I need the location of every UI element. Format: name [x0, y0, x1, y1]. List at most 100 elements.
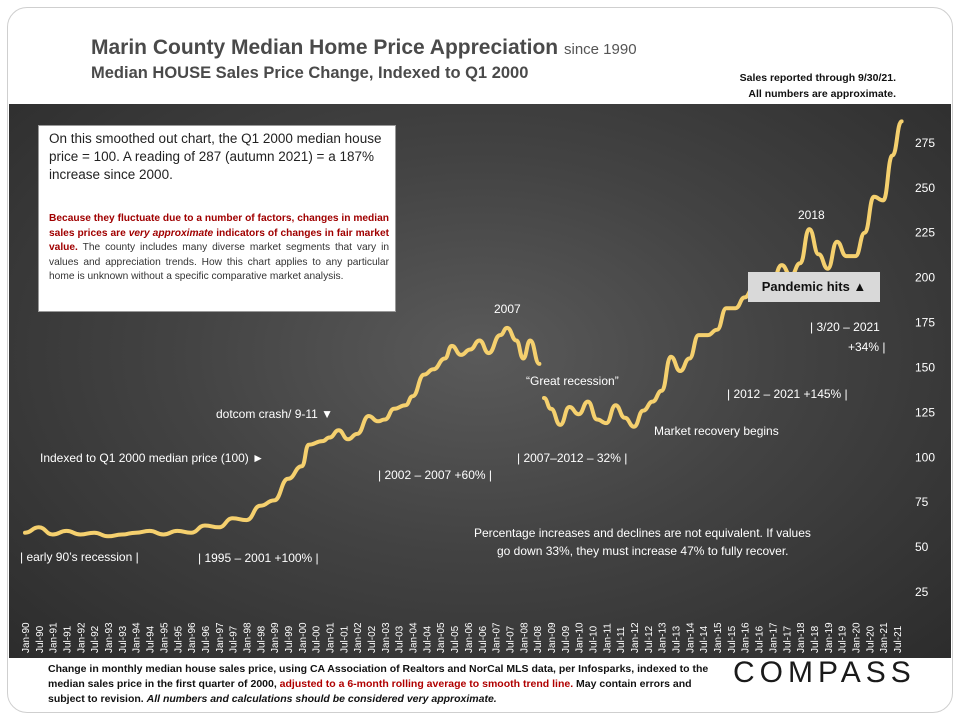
- disclaimer-part-d: The county includes many diverse market …: [49, 242, 389, 282]
- x-tick-label: Jul-02: [367, 625, 378, 653]
- x-tick-label: Jul-16: [755, 625, 766, 653]
- x-tick-label: Jan-20: [851, 622, 862, 653]
- x-tick-label: Jul-12: [644, 625, 655, 653]
- compass-logo: COMPASS: [733, 656, 916, 689]
- disclaimer-part-c: indicators of changes in fair market val…: [49, 227, 390, 254]
- x-tick-label: Jan-03: [381, 622, 392, 653]
- x-tick-label: Jan-02: [353, 622, 364, 653]
- percentage-note-line2: go down 33%, they must increase 47% to f…: [497, 544, 789, 558]
- chart-title: Marin County Median Home Price Appreciat…: [91, 36, 637, 60]
- x-tick-label: Jul-06: [478, 625, 489, 653]
- x-tick-label: Jan-99: [270, 622, 281, 653]
- x-tick-label: Jan-00: [298, 622, 309, 653]
- price-index-line: [542, 119, 904, 429]
- x-tick-label: Jul-00: [312, 625, 323, 653]
- x-tick-label: Jul-03: [395, 625, 406, 653]
- x-tick-label: Jan-91: [49, 622, 60, 653]
- y-tick-label: 50: [915, 540, 929, 554]
- x-tick-label: Jan-06: [464, 622, 475, 653]
- title-suffix: since 1990: [563, 41, 637, 58]
- x-tick-label: Jan-97: [215, 622, 226, 653]
- x-tick-label: Jul-15: [727, 625, 738, 653]
- x-tick-label: Jan-21: [879, 622, 890, 653]
- x-tick-label: Jul-97: [229, 625, 240, 653]
- annotation-2007-2012: | 2007–2012 – 32% |: [517, 451, 628, 465]
- y-tick-label: 100: [915, 450, 935, 464]
- x-tick-label: Jul-21: [893, 625, 904, 653]
- footer-note: Change in monthly median house sales pri…: [48, 662, 728, 707]
- x-tick-label: Jan-12: [630, 622, 641, 653]
- x-tick-label: Jul-10: [588, 625, 599, 653]
- x-tick-label: Jul-01: [339, 625, 350, 653]
- explanation-disclaimer: Because they fluctuate due to a number o…: [49, 212, 389, 285]
- footer-part1: Change in monthly median house sales pri…: [48, 663, 709, 690]
- x-tick-label: Jan-94: [132, 622, 143, 653]
- x-tick-label: Jan-04: [409, 622, 420, 653]
- x-tick-label: Jul-05: [450, 625, 461, 653]
- annotation-2020-line2: +34% |: [848, 340, 886, 354]
- footer-part2: adjusted to a 6-month rolling average to…: [279, 678, 574, 690]
- x-tick-label: Jan-01: [326, 622, 337, 653]
- x-tick-label: Jan-07: [492, 622, 503, 653]
- percentage-note-line1: Percentage increases and declines are no…: [474, 526, 811, 540]
- x-tick-label: Jul-98: [256, 625, 267, 653]
- x-tick-label: Jul-11: [616, 626, 627, 653]
- x-tick-label: Jan-93: [104, 622, 115, 653]
- annotation-dotcom: dotcom crash/ 9-11 ▼: [216, 407, 334, 421]
- pandemic-callout: Pandemic hits ▲: [748, 272, 880, 302]
- x-tick-label: Jul-20: [865, 625, 876, 653]
- title-text: Marin County Median Home Price Appreciat…: [91, 36, 559, 59]
- x-tick-label: Jul-19: [838, 625, 849, 653]
- y-tick-label: 75: [915, 495, 929, 509]
- report-note-line2: All numbers are approximate.: [748, 88, 896, 100]
- x-tick-label: Jan-10: [575, 622, 586, 653]
- x-tick-label: Jul-95: [173, 625, 184, 653]
- x-tick-label: Jan-13: [658, 622, 669, 653]
- x-tick-label: Jan-17: [768, 622, 779, 653]
- footer-part4: All numbers and calculations should be c…: [146, 693, 497, 705]
- x-tick-label: Jul-99: [284, 625, 295, 653]
- explanation-box: On this smoothed out chart, the Q1 2000 …: [38, 125, 396, 312]
- x-tick-label: Jan-92: [76, 622, 87, 653]
- annotation-2020-line1: | 3/20 – 2021: [810, 320, 880, 334]
- x-tick-label: Jul-04: [422, 625, 433, 653]
- chart-subtitle: Median HOUSE Sales Price Change, Indexed…: [91, 64, 529, 82]
- x-tick-label: Jul-09: [561, 625, 572, 653]
- annotation-2018: 2018: [798, 208, 825, 222]
- x-tick-label: Jul-13: [672, 625, 683, 653]
- annotation-2007: 2007: [494, 302, 521, 316]
- y-tick-label: 275: [915, 136, 935, 150]
- x-tick-label: Jul-14: [699, 625, 710, 653]
- annotation-early90s: | early 90’s recession |: [20, 550, 139, 564]
- x-tick-label: Jul-08: [533, 625, 544, 653]
- disclaimer-part-a: Because they fluctuate due to a number o…: [49, 213, 389, 239]
- annotation-great-recession: “Great recession”: [526, 374, 619, 388]
- y-tick-label: 225: [915, 226, 935, 240]
- y-tick-label: 175: [915, 316, 935, 330]
- x-tick-label: Jul-93: [118, 625, 129, 653]
- y-tick-label: 25: [915, 585, 929, 599]
- x-tick-label: Jan-19: [824, 622, 835, 653]
- x-tick-label: Jan-14: [685, 622, 696, 653]
- price-index-line: [23, 325, 542, 539]
- explanation-main: On this smoothed out chart, the Q1 2000 …: [49, 131, 382, 182]
- annotation-2002-2007: | 2002 – 2007 +60% |: [378, 468, 492, 482]
- annotation-1995-2001: | 1995 – 2001 +100% |: [198, 551, 319, 565]
- x-tick-label: Jul-91: [63, 625, 74, 653]
- x-tick-label: Jan-18: [796, 622, 807, 653]
- x-tick-label: Jan-98: [242, 622, 253, 653]
- disclaimer-part-b: very approximate: [128, 227, 214, 239]
- annotation-indexed: Indexed to Q1 2000 median price (100) ►: [40, 451, 265, 465]
- x-tick-label: Jan-90: [21, 622, 32, 653]
- y-tick-label: 125: [915, 405, 935, 419]
- footer-part3: May contain errors and subject to revisi…: [48, 678, 692, 705]
- annotation-recovery: Market recovery begins: [654, 424, 779, 438]
- x-tick-label: Jan-09: [547, 622, 558, 653]
- x-tick-label: Jan-08: [519, 622, 530, 653]
- annotation-2012-2021: | 2012 – 2021 +145% |: [727, 387, 848, 401]
- x-tick-label: Jan-11: [602, 623, 613, 653]
- report-note-line1: Sales reported through 9/30/21.: [739, 72, 896, 84]
- x-tick-label: Jan-16: [741, 622, 752, 653]
- x-tick-label: Jul-90: [35, 625, 46, 653]
